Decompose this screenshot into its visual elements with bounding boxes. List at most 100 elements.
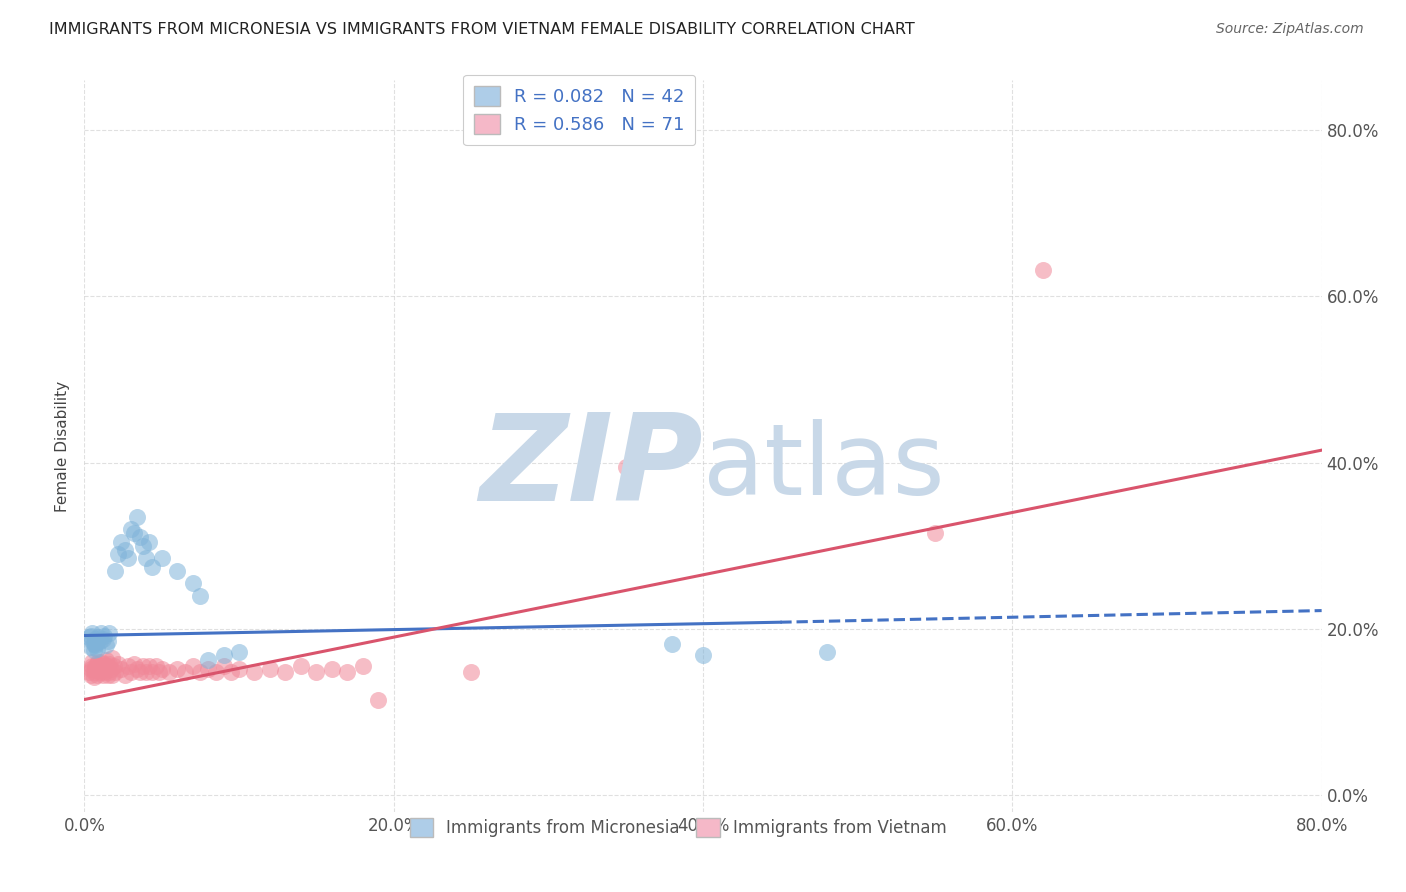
Point <box>274 665 297 679</box>
Point <box>150 662 173 676</box>
Point <box>129 665 152 679</box>
Point <box>166 564 188 578</box>
Y-axis label: Female Disability: Female Disability <box>55 380 70 512</box>
Point <box>84 632 107 646</box>
Point <box>98 626 121 640</box>
Point <box>188 589 211 603</box>
Point <box>1032 262 1054 277</box>
Point <box>138 534 160 549</box>
Point <box>212 659 235 673</box>
Point <box>107 547 129 561</box>
Point <box>103 659 125 673</box>
Point <box>82 634 104 648</box>
Point <box>352 659 374 673</box>
Point <box>188 665 211 679</box>
Point <box>181 659 204 673</box>
Point <box>94 639 117 653</box>
Point <box>661 637 683 651</box>
Point <box>90 664 112 678</box>
Point <box>100 662 122 676</box>
Point <box>141 559 163 574</box>
Point <box>125 662 148 676</box>
Point <box>104 665 127 679</box>
Text: ZIP: ZIP <box>479 409 703 526</box>
Point <box>84 664 107 678</box>
Point <box>125 509 148 524</box>
Point <box>77 630 100 644</box>
Point <box>129 530 152 544</box>
Point <box>145 659 167 673</box>
Text: IMMIGRANTS FROM MICRONESIA VS IMMIGRANTS FROM VIETNAM FEMALE DISABILITY CORRELAT: IMMIGRANTS FROM MICRONESIA VS IMMIGRANTS… <box>49 22 915 37</box>
Point <box>86 667 108 681</box>
Point <box>135 665 157 679</box>
Point <box>89 659 111 673</box>
Point <box>114 542 136 557</box>
Point <box>94 662 117 676</box>
Point <box>101 667 124 681</box>
Point <box>305 665 328 679</box>
Text: atlas: atlas <box>703 419 945 516</box>
Point <box>93 657 115 671</box>
Point <box>90 655 112 669</box>
Point <box>89 665 111 679</box>
Point <box>321 662 343 676</box>
Point <box>132 659 155 673</box>
Point <box>82 655 104 669</box>
Point <box>94 653 117 667</box>
Point <box>84 639 107 653</box>
Point <box>86 641 108 656</box>
Point <box>93 628 115 642</box>
Point <box>174 665 197 679</box>
Point <box>83 637 105 651</box>
Point <box>96 659 118 673</box>
Point <box>117 659 139 673</box>
Point <box>93 665 115 679</box>
Legend: Immigrants from Micronesia, Immigrants from Vietnam: Immigrants from Micronesia, Immigrants f… <box>404 811 953 844</box>
Point <box>98 657 121 671</box>
Point <box>197 653 219 667</box>
Point <box>83 642 105 657</box>
Point <box>367 692 389 706</box>
Point <box>120 665 142 679</box>
Point <box>228 645 250 659</box>
Point <box>290 659 312 673</box>
Point <box>89 634 111 648</box>
Point <box>91 659 114 673</box>
Point <box>79 662 101 676</box>
Point <box>150 551 173 566</box>
Point <box>83 665 105 679</box>
Point <box>205 665 228 679</box>
Point <box>259 662 281 676</box>
Point <box>79 628 101 642</box>
Point <box>815 645 838 659</box>
Point <box>212 648 235 663</box>
Point <box>83 670 105 684</box>
Point <box>82 626 104 640</box>
Point <box>96 634 118 648</box>
Point <box>79 640 101 655</box>
Point <box>132 539 155 553</box>
Point <box>87 662 110 676</box>
Point <box>692 648 714 663</box>
Point <box>90 626 112 640</box>
Point <box>114 667 136 681</box>
Point <box>159 665 180 679</box>
Point <box>138 659 160 673</box>
Point <box>98 665 121 679</box>
Point <box>110 534 132 549</box>
Point <box>148 665 170 679</box>
Point <box>122 657 145 671</box>
Point <box>460 665 482 679</box>
Point <box>166 662 188 676</box>
Point <box>614 459 637 474</box>
Point <box>91 632 114 646</box>
Point <box>86 657 108 671</box>
Point <box>84 659 107 673</box>
Point <box>181 576 204 591</box>
Point <box>110 662 132 676</box>
Point <box>87 630 110 644</box>
Point <box>87 655 110 669</box>
Point <box>91 667 114 681</box>
Point <box>122 526 145 541</box>
Point <box>96 667 118 681</box>
